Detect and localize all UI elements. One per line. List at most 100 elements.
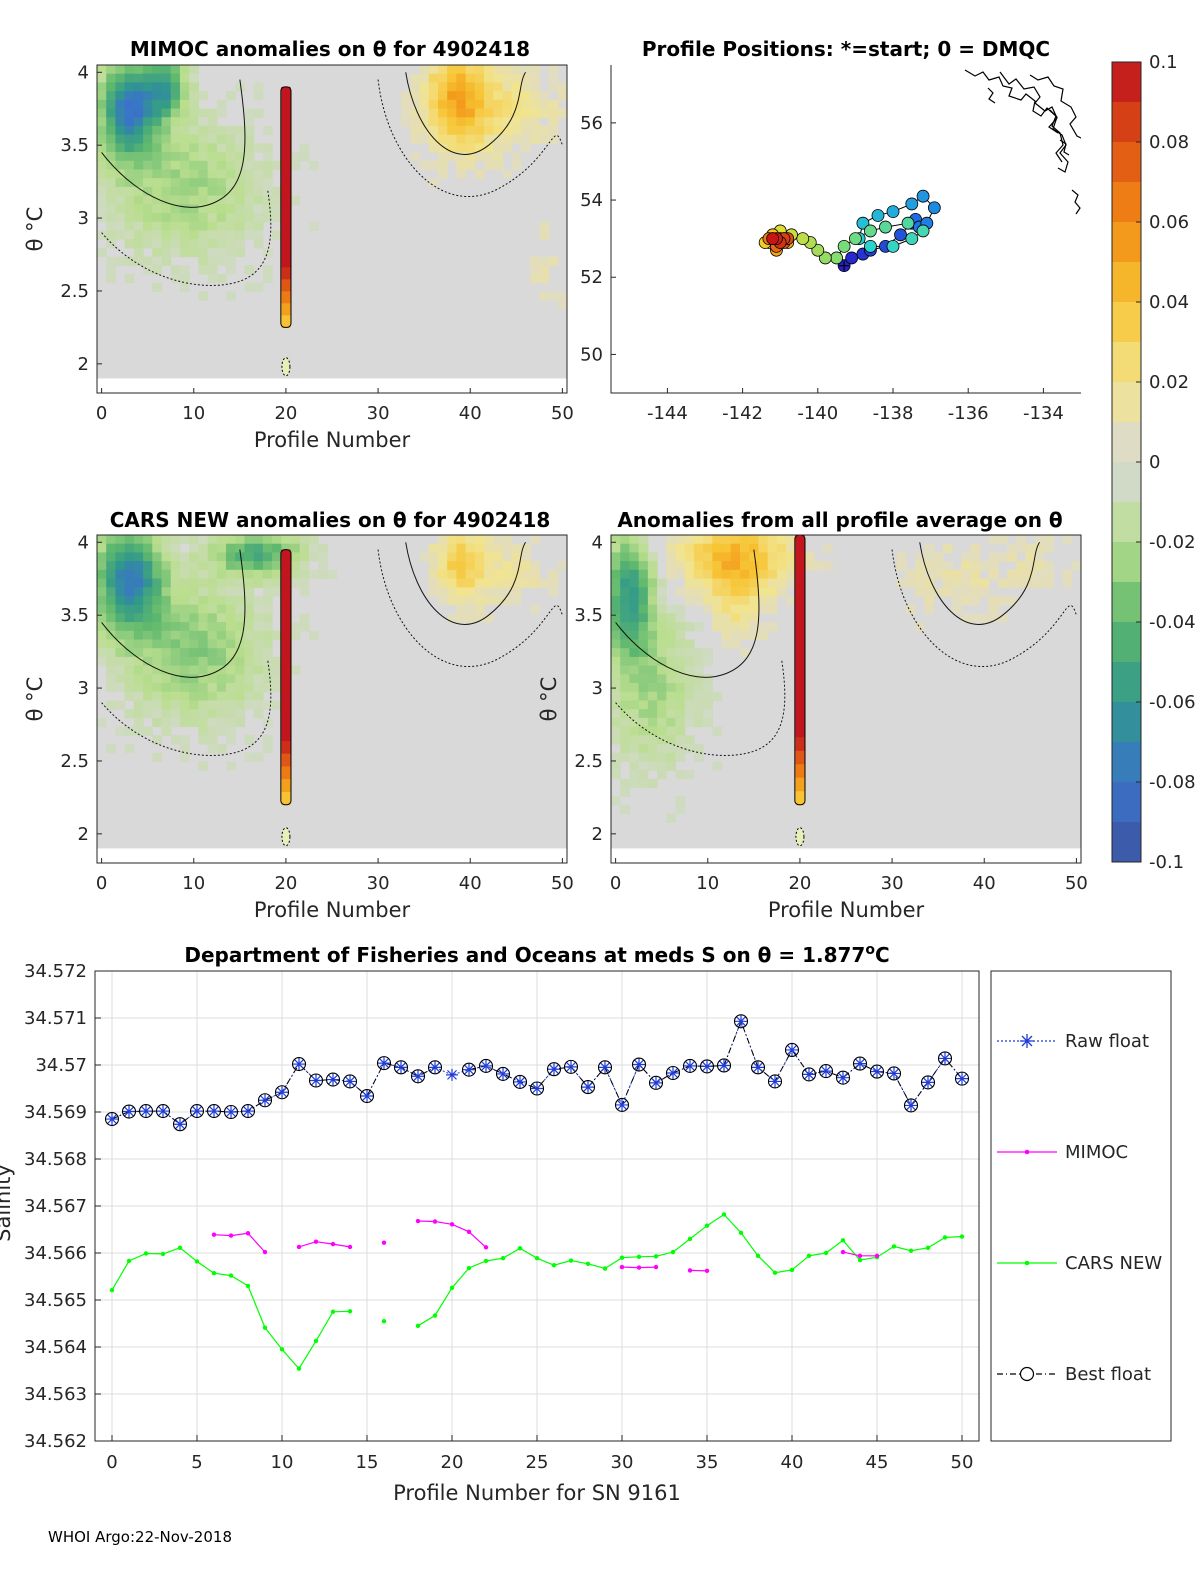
heatmap-cell <box>428 91 439 101</box>
heatmap-cell <box>235 604 246 614</box>
heatmap-cell <box>520 65 531 75</box>
heatmap-cell <box>530 578 540 588</box>
heatmap-cell <box>189 691 199 702</box>
raw-float-point <box>497 1067 509 1080</box>
heatmap-cell <box>675 743 686 754</box>
heatmap-cell <box>437 143 448 153</box>
heatmap-cell <box>474 143 485 153</box>
heatmap-cell <box>447 91 458 101</box>
heatmap-cell <box>539 108 550 118</box>
heatmap-cell <box>730 622 741 632</box>
heatmap-cell <box>189 117 199 127</box>
heatmap-cell <box>474 91 485 101</box>
x-tick-label: 20 <box>441 1452 464 1473</box>
heatmap-cell <box>235 622 246 632</box>
contour-line <box>405 72 526 155</box>
heatmap-cell <box>620 630 631 641</box>
salinity-xlabel: Profile Number for SN 9161 <box>393 1481 681 1505</box>
highlight-profile-cell <box>281 677 291 691</box>
heatmap-cell <box>657 743 667 754</box>
heatmap-cell <box>502 543 513 554</box>
heatmap-cell <box>961 587 972 597</box>
cars-new-point <box>857 1257 863 1263</box>
heatmap-cell <box>638 630 649 641</box>
heatmap-cell <box>189 82 199 92</box>
heatmap-cell <box>124 91 135 101</box>
heatmap-cell <box>170 213 181 223</box>
heatmap-cell <box>684 552 695 562</box>
heatmap-cell <box>124 143 135 153</box>
heatmap-cell <box>124 73 135 84</box>
heatmap-cell <box>410 82 421 92</box>
heatmap-cell <box>161 578 172 588</box>
heatmap-cell <box>767 569 778 580</box>
colorbar-cell <box>1112 662 1141 703</box>
cars-new-point <box>466 1265 472 1271</box>
heatmap-cell <box>170 665 181 675</box>
heatmap-cell <box>638 587 649 597</box>
heatmap-cell <box>511 595 522 606</box>
heatmap-cell <box>226 125 236 136</box>
heatmap-cell <box>666 743 677 754</box>
heatmap-cell <box>611 604 621 614</box>
heatmap-cell <box>115 108 126 118</box>
heatmap-cell <box>647 683 658 693</box>
highlight-profile-cell <box>281 147 291 160</box>
heatmap-cell <box>675 639 686 649</box>
profile-position-point <box>818 251 832 265</box>
heatmap-cell <box>657 587 667 597</box>
heatmap-cell <box>410 117 421 127</box>
heatmap-cell <box>474 595 485 606</box>
heatmap-cell <box>410 134 421 144</box>
heatmap-cell <box>776 569 787 580</box>
heatmap-cell <box>216 169 227 179</box>
heatmap-cell <box>170 65 181 75</box>
heatmap-cell <box>1044 578 1054 588</box>
heatmap-cell <box>730 561 741 571</box>
heatmap-cell <box>161 569 172 580</box>
heatmap-cell <box>235 125 246 136</box>
heatmap-cell <box>520 569 531 580</box>
highlight-profile-cell <box>281 171 291 184</box>
heatmap-cell <box>152 265 163 275</box>
heatmap-cell <box>520 73 531 84</box>
highlight-profile-cell <box>281 600 291 614</box>
profile-position-point <box>856 216 870 230</box>
heatmap-cell <box>703 648 713 658</box>
heatmap-cell <box>456 569 467 580</box>
heatmap-cell <box>143 117 153 127</box>
heatmap-cell <box>520 82 531 92</box>
cars-new-point <box>789 1267 795 1273</box>
heatmap-cell <box>207 186 218 197</box>
heatmap-cell <box>447 82 458 92</box>
heatmap-cell <box>620 648 631 658</box>
heatmap-cell <box>97 152 107 162</box>
heatmap-cell <box>456 578 467 588</box>
heatmap-cell <box>638 770 649 780</box>
heatmap-cell <box>548 256 559 266</box>
highlight-profile-cell <box>281 159 291 172</box>
heatmap-cell <box>456 143 467 153</box>
heatmap-cell <box>437 99 448 110</box>
heatmap-cell <box>198 717 209 728</box>
heatmap-cell <box>493 65 504 75</box>
heatmap-cell <box>1044 569 1054 580</box>
best-float-point <box>478 1058 494 1073</box>
heatmap-cell <box>216 535 227 545</box>
heatmap-cell <box>170 117 181 127</box>
heatmap-cell <box>721 578 732 588</box>
cars-new-point <box>959 1234 965 1239</box>
heatmap-cell <box>161 143 172 153</box>
heatmap-cell <box>115 587 126 597</box>
start-marker-icon <box>839 260 850 271</box>
heatmap-cell <box>97 125 107 136</box>
heatmap-cell <box>620 735 631 745</box>
heatmap-cell <box>474 552 485 562</box>
heatmap-cell <box>638 561 649 571</box>
heatmap-cell <box>620 726 631 736</box>
heatmap-cell <box>629 717 640 728</box>
y-tick-label: 2 <box>78 824 89 845</box>
heatmap-cell <box>170 178 181 188</box>
heatmap-cell <box>493 117 504 127</box>
heatmap-cell <box>988 561 999 571</box>
